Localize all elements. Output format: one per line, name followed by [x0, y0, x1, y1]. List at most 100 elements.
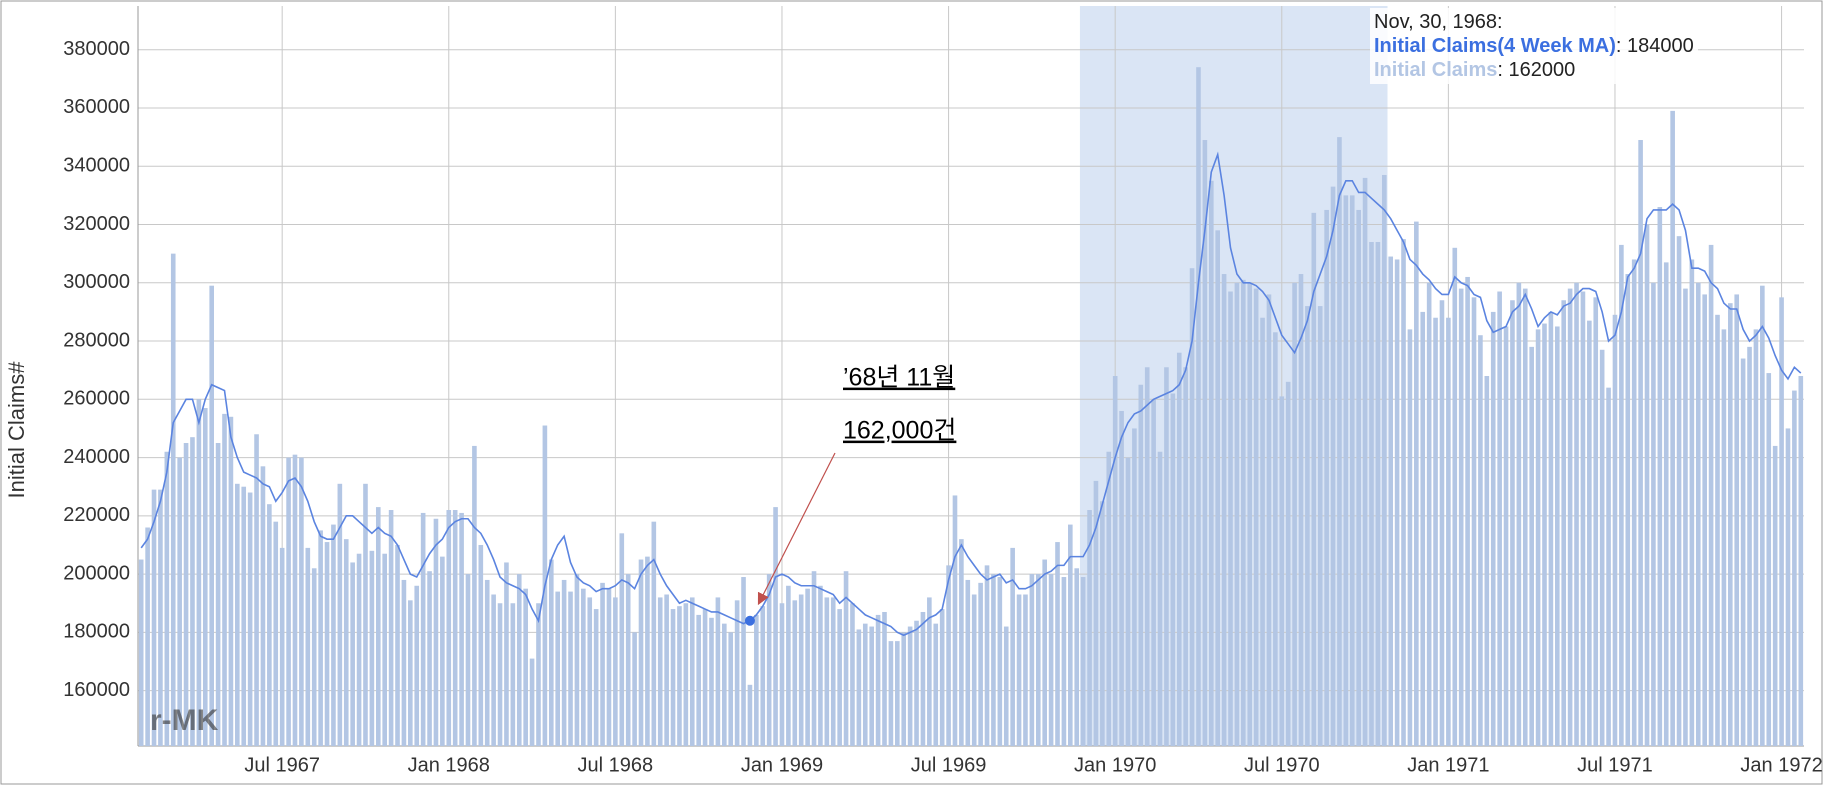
- bar: [548, 559, 554, 746]
- annotation: 162,000건: [843, 417, 956, 445]
- bar: [254, 434, 259, 746]
- bar: [1734, 294, 1740, 746]
- bar: [1471, 297, 1477, 746]
- bar: [401, 579, 407, 746]
- bar: [683, 603, 689, 746]
- bar: [555, 591, 561, 746]
- bar: [151, 489, 157, 746]
- bar: [1202, 140, 1208, 746]
- bar: [1151, 399, 1156, 746]
- bar: [927, 597, 932, 746]
- bar: [138, 559, 144, 746]
- bar: [1042, 559, 1047, 746]
- bar: [465, 574, 471, 746]
- bar: [164, 451, 170, 746]
- bar: [1785, 428, 1791, 746]
- bar: [427, 571, 432, 746]
- bar: [1401, 239, 1406, 746]
- bar: [1215, 230, 1221, 747]
- y-tick-label: 220000: [63, 504, 130, 526]
- bar: [1253, 288, 1259, 746]
- bar: [1176, 352, 1182, 746]
- bar: [1003, 626, 1009, 746]
- bar: [651, 521, 657, 746]
- bar: [209, 285, 214, 746]
- bar: [805, 588, 810, 746]
- bar: [190, 437, 195, 746]
- x-tick-label: Jul 1968: [578, 754, 654, 776]
- bar: [292, 454, 298, 746]
- bar: [1619, 244, 1624, 746]
- bar: [145, 527, 150, 746]
- bar: [914, 620, 919, 746]
- bar: [619, 533, 625, 746]
- x-tick-label: Jan 1969: [741, 754, 823, 776]
- bar: [510, 603, 516, 746]
- bar: [1234, 282, 1240, 746]
- x-tick-label: Jul 1967: [244, 754, 320, 776]
- bar: [414, 585, 420, 746]
- bar: [1760, 285, 1765, 746]
- bar: [1676, 236, 1682, 747]
- bar: [907, 626, 913, 746]
- bar: [798, 594, 804, 746]
- bar: [1170, 393, 1176, 746]
- y-tick-label: 340000: [63, 155, 130, 177]
- bar: [1093, 480, 1099, 746]
- bar: [1035, 574, 1041, 746]
- bar: [228, 416, 234, 746]
- bar: [581, 588, 586, 746]
- bar: [446, 510, 452, 746]
- bar: [933, 623, 939, 746]
- bar: [1535, 329, 1541, 746]
- bar: [664, 594, 669, 746]
- bar: [1580, 291, 1586, 746]
- y-tick-label: 380000: [63, 38, 130, 60]
- bar: [715, 597, 721, 746]
- bar: [670, 609, 676, 746]
- bar: [504, 562, 509, 746]
- y-tick-label: 300000: [63, 271, 130, 293]
- bar: [645, 556, 650, 746]
- bar: [158, 489, 163, 746]
- bar: [1766, 373, 1772, 746]
- bar: [734, 600, 740, 746]
- bar: [728, 632, 734, 746]
- bar: [343, 539, 349, 746]
- bar: [1593, 297, 1599, 746]
- bar: [1554, 326, 1560, 746]
- bar: [1279, 396, 1285, 746]
- bar: [677, 606, 682, 746]
- tooltip-value: 184000: [1627, 35, 1694, 57]
- bar: [363, 483, 368, 746]
- bar: [920, 611, 926, 746]
- y-tick-label: 160000: [63, 679, 130, 701]
- bar: [721, 623, 727, 746]
- bar: [1599, 349, 1605, 746]
- bar: [1458, 288, 1464, 746]
- bar: [247, 492, 253, 746]
- bar: [593, 609, 599, 746]
- tooltip-series-name: Initial Claims: [1374, 59, 1509, 81]
- bar: [657, 597, 663, 746]
- bar: [632, 632, 637, 746]
- bar: [1414, 221, 1419, 746]
- bar: [267, 504, 272, 746]
- y-tick-label: 320000: [63, 213, 130, 235]
- bar: [1516, 282, 1522, 746]
- bar: [1138, 384, 1144, 746]
- bar: [1529, 346, 1534, 746]
- bar: [600, 582, 605, 746]
- bar: [1407, 329, 1413, 746]
- bar: [561, 579, 567, 746]
- bar: [965, 579, 971, 746]
- bar: [1740, 358, 1746, 746]
- bar: [1728, 303, 1733, 746]
- bar: [1023, 594, 1028, 746]
- bar: [702, 609, 708, 746]
- bar: [1587, 320, 1592, 746]
- bar: [1606, 387, 1611, 746]
- bar: [818, 585, 823, 746]
- bar: [1010, 547, 1015, 746]
